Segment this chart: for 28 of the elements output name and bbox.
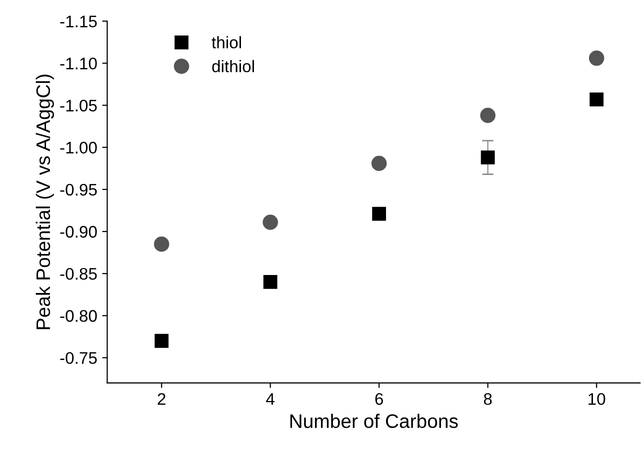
point: [480, 108, 496, 124]
point: [588, 50, 604, 66]
x-tick-label: 8: [484, 393, 492, 405]
y-tick-label: -0.85: [60, 268, 97, 280]
x-tick-label: 4: [266, 393, 274, 405]
y-tick-label: -0.95: [60, 184, 97, 196]
point: [590, 92, 604, 106]
x-tick-label: 2: [158, 393, 166, 405]
point: [263, 275, 278, 289]
x-axis-title: Number of Carbons: [290, 414, 458, 428]
point: [154, 236, 170, 252]
y-axis-title: Peak Potential (V vs A/AggCl): [36, 74, 54, 330]
y-tick-label: -1.00: [60, 142, 97, 154]
y-tick-label: -1.15: [60, 16, 97, 28]
y-tick-label: -0.90: [60, 226, 97, 238]
y-tick-label: -1.05: [60, 100, 97, 112]
legend-label: dithiol: [212, 60, 254, 72]
x-tick-label: 6: [375, 393, 383, 405]
y-tick-label: -0.75: [60, 352, 97, 364]
x-tick-label: 10: [588, 393, 606, 405]
point: [371, 156, 387, 171]
point: [480, 150, 495, 164]
legend-label: thiol: [212, 36, 241, 48]
y-tick-label: -0.80: [60, 310, 97, 322]
point: [372, 206, 386, 221]
y-tick-label: -1.10: [60, 58, 97, 70]
point: [154, 334, 169, 348]
point: [262, 214, 278, 230]
